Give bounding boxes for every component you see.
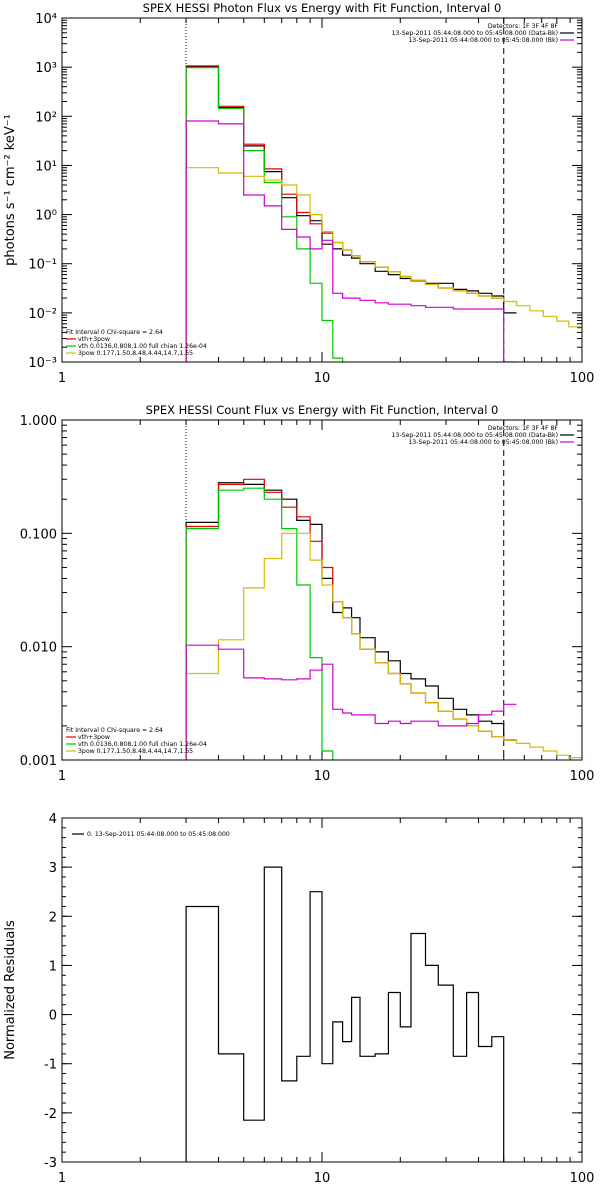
legend-entry: Detectors: 1F 3F 4F 8F [488, 425, 559, 432]
y-tick-label: 2 [49, 910, 57, 925]
y-tick-label: 10¹ [35, 159, 57, 174]
y-tick-label: 10⁴ [35, 12, 57, 27]
x-tick-label: 100 [570, 371, 595, 386]
legend-entry: 13-Sep-2011 05:44:08.000 to 05:45:08.000… [408, 37, 558, 44]
y-tick-label: 0.010 [20, 641, 57, 656]
y-tick-label: 10⁰ [35, 209, 57, 224]
y-tick-label: 3 [49, 861, 57, 876]
x-tick-label: 10 [314, 371, 331, 386]
y-tick-label: 1.000 [20, 414, 57, 429]
legend-entry: 13-Sep-2011 05:44:08.000 to 05:45:08.000… [392, 30, 558, 37]
series-group [185, 65, 582, 362]
x-tick-label: 1 [58, 769, 66, 784]
y-tick-label: 1 [49, 959, 57, 974]
series-data-bk [185, 65, 517, 362]
series-vth [185, 67, 344, 362]
chart-0: SPEX HESSI Photon Flux vs Energy with Fi… [3, 1, 594, 386]
x-tick-label: 100 [570, 1171, 595, 1186]
y-tick-label: 10² [35, 110, 57, 125]
plot-frame [61, 817, 583, 1163]
plot-frame [61, 17, 583, 363]
legend-entry: 13-Sep-2011 05:44:08.000 to 05:45:08.000… [392, 432, 558, 439]
y-tick-label: 10⁻¹ [28, 258, 57, 273]
legend-entry: vth+3pow [78, 734, 110, 741]
y-axis-label: Normalized Residuals [3, 920, 18, 1060]
legend-entry: Fit Interval 0 Chi-square = 2.64 [66, 329, 163, 336]
chart-1: SPEX HESSI Count Flux vs Energy with Fit… [20, 403, 595, 784]
x-tick-label: 1 [58, 371, 66, 386]
y-tick-label: 10⁻³ [28, 356, 57, 371]
y-tick-label: 10³ [35, 61, 57, 76]
y-tick-label: 0 [49, 1009, 57, 1024]
plot-frame [61, 419, 583, 761]
series-0-13-sep-2011-05-44-08-000-to-05-45-08-000 [185, 866, 505, 1162]
y-tick-label: -3 [44, 1156, 57, 1171]
chart-2: Normalized Residuals 1 10 100 -3 -2 -1 0 1 2 3 4 0. … [3, 812, 594, 1186]
legend-entry: vth+3pow [78, 336, 110, 343]
legend-entry: 3pow 0.177,1.50,8.48,4.44,14.7,1.55 [78, 350, 193, 357]
series-bk [185, 120, 517, 362]
series-3pow [185, 167, 582, 362]
legend-entry: vth 0.0136,0.808,1.00 full chian 1.26e-0… [78, 343, 207, 350]
series-vth [185, 487, 334, 760]
y-axis-label: photons s⁻¹ cm⁻² keV⁻¹ [3, 114, 18, 266]
x-tick-label: 10 [314, 1171, 331, 1186]
series-data-bk [185, 482, 517, 760]
series-vth-3pow [185, 66, 504, 362]
series-vth-3pow [185, 478, 517, 760]
y-tick-label: 0.100 [20, 527, 57, 542]
y-tick-label: -2 [44, 1107, 57, 1122]
legend-entry: vth 0.0136,0.808,1.00 full chian 1.26e-0… [78, 741, 207, 748]
legend-entry: 13-Sep-2011 05:44:08.000 to 05:45:08.000… [408, 439, 558, 446]
y-tick-label: 0.001 [20, 754, 57, 769]
series-bk [185, 644, 517, 760]
legend-entry: 3pow 0.177,1.50,8.48,4.44,14.7,1.55 [78, 748, 193, 755]
y-tick-label: 10⁻² [28, 307, 57, 322]
chart-title: SPEX HESSI Photon Flux vs Energy with Fi… [143, 1, 502, 15]
series-group [185, 478, 582, 760]
legend-entry: Detectors: 1F 3F 4F 8F [488, 23, 559, 30]
legend-entry: Fit Interval 0 Chi-square = 2.64 [66, 727, 163, 734]
x-tick-label: 1 [58, 1171, 66, 1186]
legend-entry: 0. 13-Sep-2011 05:44:08.000 to 05:45:08.… [87, 831, 230, 838]
series-group [185, 866, 505, 1162]
x-tick-label: 10 [314, 769, 331, 784]
y-tick-label: 4 [49, 812, 57, 827]
y-tick-label: -1 [44, 1058, 57, 1073]
series-3pow [185, 532, 582, 760]
chart-title: SPEX HESSI Count Flux vs Energy with Fit… [146, 403, 499, 417]
x-tick-label: 100 [570, 769, 595, 784]
